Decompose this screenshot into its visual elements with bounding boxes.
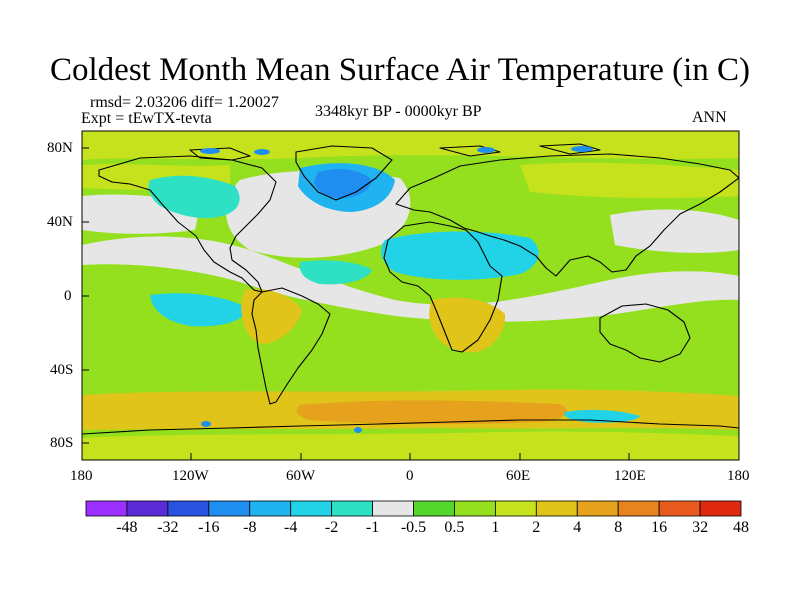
colorbar-swatch [249, 500, 292, 517]
lat-tick-label: 0 [64, 288, 72, 304]
colorbar-label: 8 [614, 519, 623, 536]
tropical-neutral-band [82, 236, 739, 322]
colorbar [85, 500, 742, 517]
colorbar-label: 32 [692, 519, 709, 536]
australia-outline [599, 303, 691, 363]
colorbar-swatch [699, 500, 742, 517]
lat-tick-label: 40N [47, 214, 73, 230]
lon-tick-label: 0 [406, 468, 414, 484]
colorbar-swatch [658, 500, 701, 517]
greenland-outline [295, 145, 393, 201]
lat-tick-label: 40S [50, 362, 74, 378]
arctic-cold-speck [254, 149, 270, 155]
colorbar-swatch [494, 500, 537, 517]
southern-ocean-strong-warming [296, 400, 568, 425]
colorbar-swatch [290, 500, 333, 517]
colorbar-label: -2 [324, 519, 339, 536]
colorbar-swatch [454, 500, 496, 517]
lon-tick-label: 60W [286, 468, 316, 484]
colorbar-swatch [208, 500, 251, 517]
lat-tick-label: 80N [47, 140, 73, 156]
rmsd-diff-stats: rmsd= 2.03206 diff= 1.20027 [90, 94, 279, 111]
map-title: Coldest Month Mean Surface Air Temperatu… [50, 52, 750, 88]
period-label: 3348kyr BP - 0000kyr BP [315, 103, 482, 120]
tropical-atlantic-cooling [299, 260, 372, 285]
experiment-label: Expt = tEwTX-tevta [81, 110, 212, 127]
colorbar-swatch [85, 500, 128, 517]
south-america-outline [251, 287, 331, 405]
east-asia-neutral [610, 209, 739, 253]
colorbar-label: 1 [491, 519, 500, 536]
arctic-islands-outline [189, 143, 601, 161]
africa-warming [429, 297, 506, 353]
colorbar-label: 16 [651, 519, 668, 536]
lat-tick-label: 80S [50, 435, 74, 451]
africa-outline [383, 221, 503, 353]
antarctica-outline [82, 419, 739, 435]
lon-tick-label: 120W [172, 468, 209, 484]
lon-tick-label: 120E [614, 468, 646, 484]
colorbar-label: -0.5 [400, 519, 427, 536]
colorbar-label: -32 [157, 519, 179, 536]
colorbar-label: 48 [733, 519, 749, 536]
lon-tick-label: 180 [70, 468, 93, 484]
colorbar-swatch [617, 500, 660, 517]
arctic-warm-band [82, 131, 739, 160]
colorbar-label: -8 [243, 519, 257, 536]
colorbar-swatch [535, 500, 578, 517]
colorbar-label: 0.5 [444, 519, 465, 536]
colorbar-swatch [167, 500, 210, 517]
colorbar-label: -16 [198, 519, 220, 536]
colorbar-label: 2 [532, 519, 541, 536]
north-africa-cooling [381, 231, 539, 280]
colorbar-label: -1 [365, 519, 380, 536]
colorbar-label: 4 [573, 519, 582, 536]
colorbar-swatch [126, 500, 169, 517]
colorbar-label: -4 [284, 519, 298, 536]
antarctic-cold-speck [201, 421, 211, 427]
antarctic-coast-neutral [82, 431, 739, 460]
eurasia-outline [395, 153, 739, 277]
colorbar-swatch [576, 500, 619, 517]
colorbar-swatch [413, 500, 455, 517]
arctic-cold-speck [200, 148, 220, 154]
colorbar-swatch [331, 500, 373, 517]
arctic-cold-speck [571, 146, 593, 152]
arctic-cold-speck [477, 147, 495, 153]
lon-tick-label: 60E [506, 468, 531, 484]
eastern-pacific-cooling [150, 293, 248, 327]
north-asia-warm [520, 162, 739, 199]
colorbar-swatch [372, 500, 414, 517]
north-america-outline [98, 155, 277, 293]
season-label: ANN [692, 109, 727, 126]
north-america-cooling [148, 175, 240, 219]
lon-tick-label: 180 [727, 468, 750, 484]
antarctic-cold-speck [354, 427, 362, 433]
colorbar-label: -48 [116, 519, 138, 536]
